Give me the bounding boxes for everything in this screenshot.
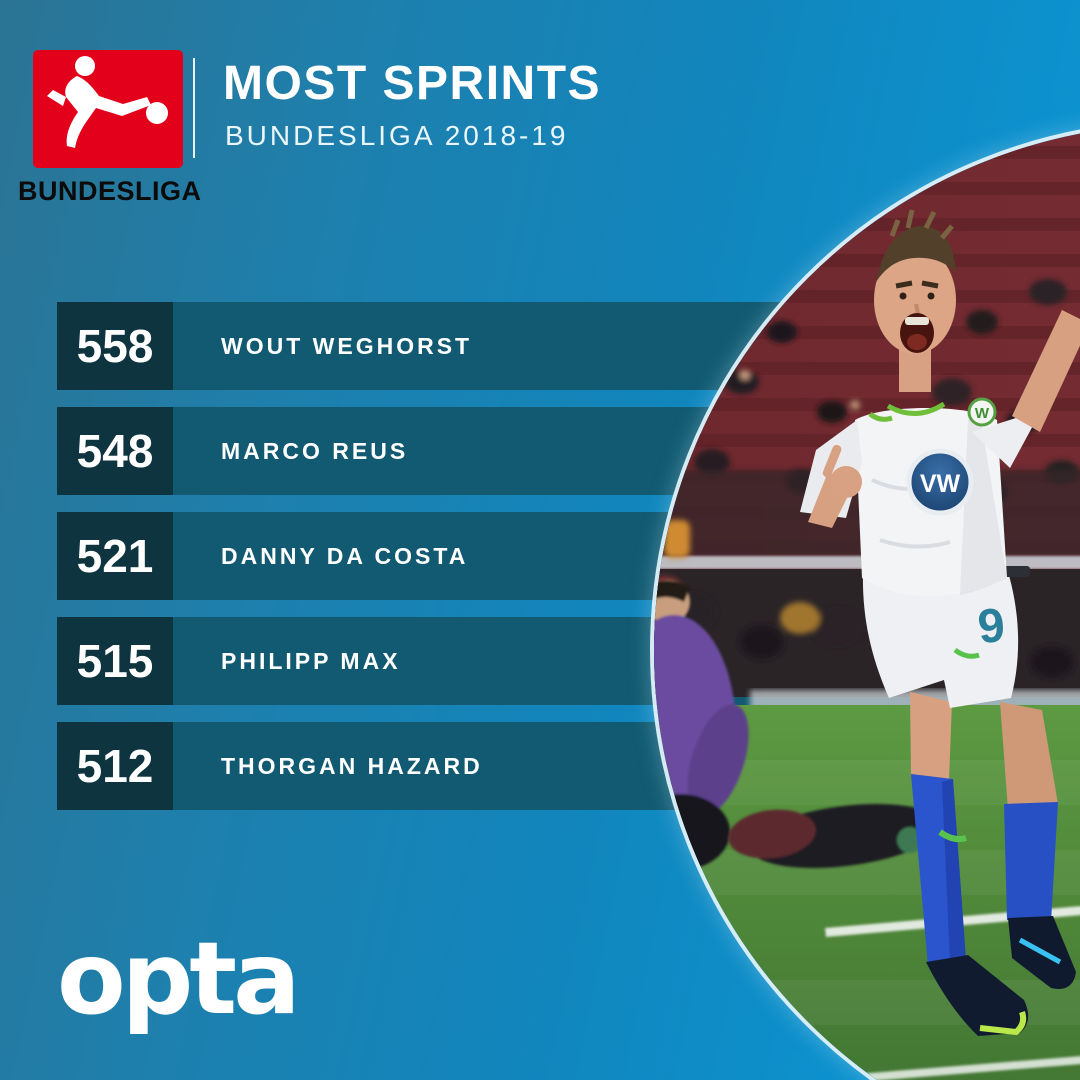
bundesliga-logo: [33, 50, 183, 168]
sponsor-logo-text: VW: [920, 470, 961, 498]
page-title: MOST SPRINTS: [223, 57, 602, 110]
shirt-number: 9: [975, 599, 1007, 655]
opta-logo: opta: [57, 920, 301, 1037]
club-badge-letter: W: [975, 405, 990, 422]
header-divider: [193, 58, 195, 158]
celebrating-player: 9 VW W: [800, 209, 1080, 1036]
sprint-count: 515: [57, 617, 173, 705]
sprint-count: 512: [57, 722, 173, 810]
sprint-count: 558: [57, 302, 173, 390]
page-subtitle: BUNDESLIGA 2018-19: [225, 120, 569, 151]
player-photo-illustration: 9 VW W: [654, 124, 1080, 1080]
sprint-count: 521: [57, 512, 173, 600]
bundesliga-player-icon: [47, 56, 168, 148]
fallen-player-figure: [728, 804, 956, 868]
sprint-count: 548: [57, 407, 173, 495]
goalkeeper-figure: [654, 580, 749, 870]
bundesliga-wordmark: BUNDESLIGA: [18, 176, 202, 206]
player-photo-circle: 9 VW W: [650, 120, 1080, 1080]
